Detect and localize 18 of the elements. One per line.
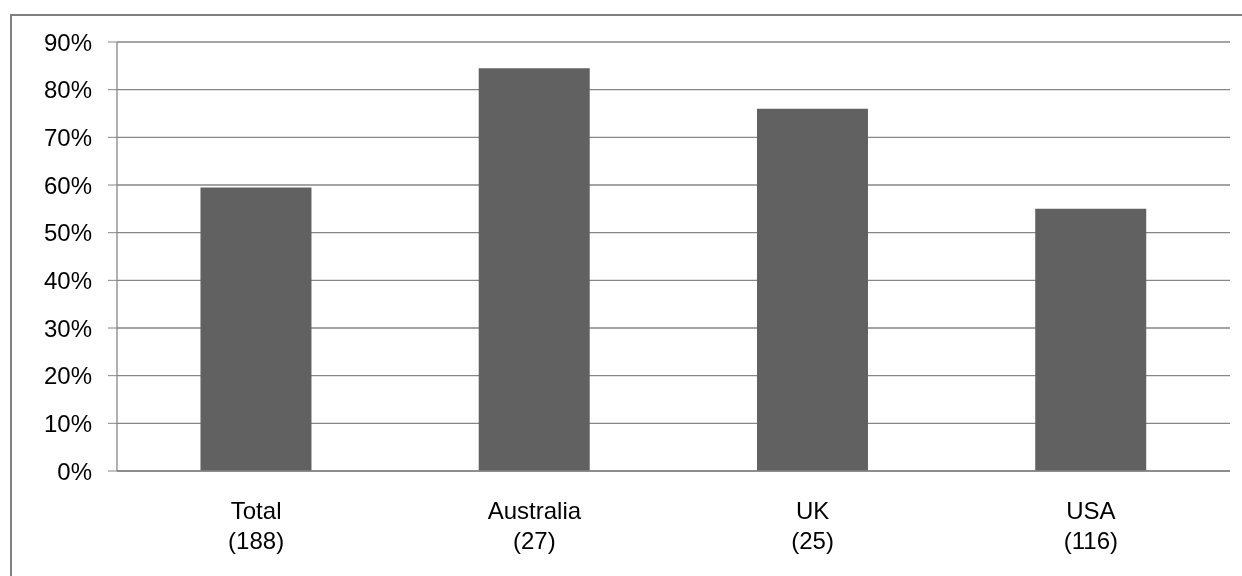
bar [1035, 208, 1147, 471]
y-tick-label: 10% [43, 409, 92, 437]
y-tick-label: 50% [43, 219, 92, 247]
x-tick-label: Australia (27) [487, 497, 582, 554]
y-tick-label: 60% [43, 171, 92, 199]
y-tick-label: 30% [43, 314, 92, 342]
bar [478, 68, 590, 471]
x-tick-label: Total (188) [228, 497, 285, 554]
bar [200, 187, 312, 471]
x-tick-label: USA (116) [1063, 497, 1118, 554]
y-tick-label: 80% [43, 76, 92, 104]
y-tick-label: 70% [43, 123, 92, 151]
bar [756, 108, 868, 471]
y-tick-label: 0% [57, 457, 92, 485]
y-tick-label: 40% [43, 266, 92, 294]
y-tick-label: 90% [43, 28, 92, 56]
y-tick-label: 20% [43, 362, 92, 390]
x-tick-label: UK (25) [791, 497, 834, 554]
